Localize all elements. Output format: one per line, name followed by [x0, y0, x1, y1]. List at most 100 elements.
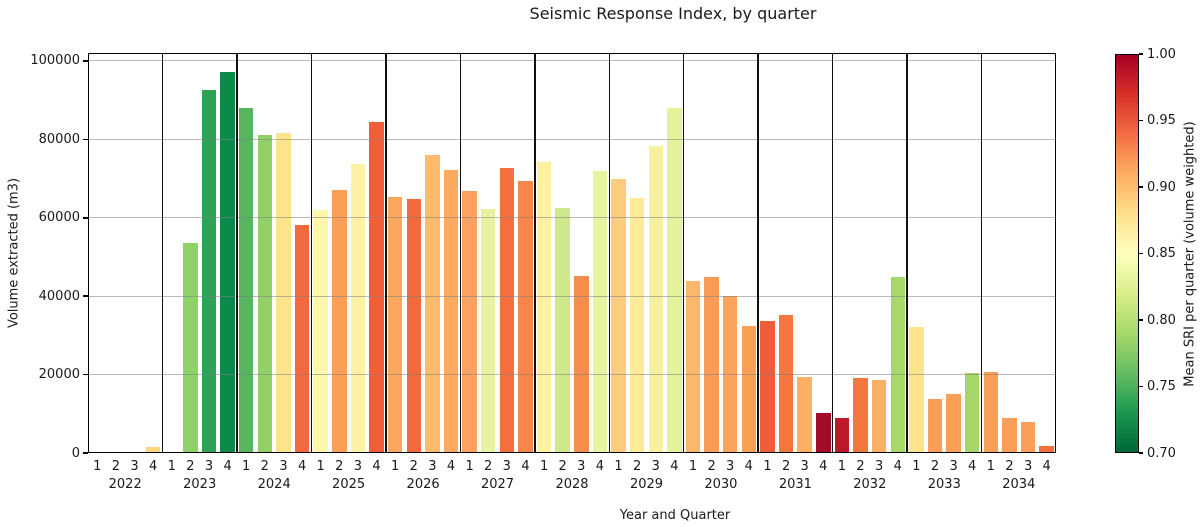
plot-area — [88, 53, 1056, 453]
x-tick-quarter-2029-q2: 2 — [633, 459, 642, 474]
bar-2025-q3 — [350, 163, 366, 453]
year-divider-2030 — [682, 53, 685, 453]
year-divider-2034 — [980, 53, 983, 453]
bar-2030-q2 — [704, 276, 719, 453]
year-divider-2032 — [831, 53, 834, 453]
bar-2032-q1 — [834, 417, 850, 453]
x-tick-quarter-2030-q1: 1 — [688, 459, 698, 474]
colorbar-tick-label-0.85: 0.85 — [1147, 246, 1176, 261]
x-tick-quarter-2022-q4: 4 — [149, 459, 158, 474]
y-tick-label-0: 0 — [71, 445, 80, 461]
x-tick-year-2030: 2030 — [704, 477, 738, 492]
bar-2030-q1 — [685, 280, 701, 453]
colorbar-label: Mean SRI per quarter (volume weighted) — [1182, 121, 1198, 387]
colorbar-tick-label-1.00: 1.00 — [1147, 46, 1176, 62]
year-divider-2029 — [608, 53, 610, 453]
y-tick-mark-60000 — [83, 217, 88, 219]
year-divider-2024 — [236, 53, 238, 453]
bar-2032-q3 — [871, 379, 887, 453]
x-tick-quarter-2023-q2: 2 — [186, 459, 195, 474]
x-axis-label: Year and Quarter — [619, 508, 731, 523]
year-divider-2031 — [757, 53, 759, 453]
year-divider-2033 — [906, 53, 908, 453]
gridline-20000 — [88, 374, 1056, 376]
colorbar-tick-mark-0.75 — [1139, 385, 1143, 388]
bar-2031-q2 — [778, 315, 794, 453]
y-tick-label-80000: 80000 — [38, 131, 80, 147]
x-tick-year-2023: 2023 — [183, 477, 217, 492]
x-tick-quarter-2032-q3: 3 — [875, 459, 884, 474]
y-tick-mark-20000 — [83, 373, 88, 376]
bar-2028-q2 — [555, 207, 570, 453]
bar-2033-q1 — [909, 326, 924, 453]
bar-2028-q3 — [574, 275, 589, 453]
x-tick-quarter-2026-q4: 4 — [446, 459, 456, 474]
gridline-80000 — [88, 138, 1056, 140]
y-tick-label-20000: 20000 — [38, 367, 80, 383]
x-tick-quarter-2027-q2: 2 — [484, 459, 493, 474]
bar-2029-q1 — [611, 178, 626, 453]
x-tick-quarter-2027-q1: 1 — [465, 459, 474, 474]
x-tick-quarter-2027-q3: 3 — [502, 459, 511, 474]
bar-2031-q3 — [797, 377, 812, 453]
x-tick-year-2026: 2026 — [406, 477, 440, 492]
bar-2034-q2 — [1002, 418, 1017, 453]
bar-2027-q4 — [518, 180, 533, 453]
x-tick-quarter-2030-q2: 2 — [707, 459, 716, 474]
gridline-100000 — [88, 60, 1056, 62]
bar-2034-q4 — [1039, 446, 1054, 453]
bar-2029-q2 — [629, 197, 645, 453]
bar-2034-q1 — [983, 372, 999, 453]
bar-2022-q4 — [145, 447, 161, 453]
x-tick-quarter-2031-q1: 1 — [763, 459, 772, 474]
x-tick-quarter-2033-q2: 2 — [930, 459, 940, 474]
x-tick-quarter-2028-q3: 3 — [577, 459, 586, 474]
gridline-40000 — [88, 295, 1056, 297]
year-divider-2025 — [310, 53, 313, 453]
colorbar-tick-mark-0.70 — [1139, 452, 1143, 454]
x-tick-quarter-2026-q2: 2 — [409, 459, 418, 474]
bar-2023-q2 — [183, 243, 198, 453]
bar-2025-q2 — [332, 190, 347, 453]
x-tick-quarter-2027-q4: 4 — [521, 459, 530, 474]
colorbar-tick-label-0.75: 0.75 — [1147, 379, 1176, 394]
x-tick-quarter-2032-q4: 4 — [893, 459, 902, 474]
x-tick-year-2028: 2028 — [555, 477, 589, 492]
x-tick-quarter-2034-q1: 1 — [986, 459, 995, 474]
x-tick-quarter-2022-q1: 1 — [93, 459, 102, 474]
year-divider-2027 — [459, 53, 462, 453]
x-tick-quarter-2034-q2: 2 — [1005, 459, 1014, 474]
x-tick-quarter-2023-q4: 4 — [223, 459, 232, 474]
bar-2026-q1 — [387, 197, 403, 453]
x-tick-quarter-2029-q3: 3 — [651, 459, 660, 474]
colorbar-tick-mark-1.00 — [1139, 53, 1143, 55]
bar-2031-q1 — [760, 320, 775, 453]
x-tick-quarter-2034-q4: 4 — [1042, 459, 1051, 474]
x-tick-quarter-2023-q3: 3 — [204, 459, 214, 474]
y-axis-label: Volume extracted (m3) — [6, 177, 22, 329]
x-tick-year-2034: 2034 — [1002, 477, 1036, 492]
colorbar-tick-mark-0.90 — [1139, 186, 1143, 188]
bar-2032-q4 — [890, 276, 906, 453]
colorbar-tick-label-0.95: 0.95 — [1147, 113, 1176, 128]
y-tick-mark-40000 — [83, 295, 88, 297]
x-tick-quarter-2026-q3: 3 — [428, 459, 437, 474]
x-tick-quarter-2023-q1: 1 — [167, 459, 176, 474]
x-tick-quarter-2033-q4: 4 — [968, 459, 977, 474]
bar-2024-q3 — [276, 133, 291, 453]
bar-2025-q4 — [369, 121, 384, 453]
x-tick-quarter-2030-q3: 3 — [726, 459, 735, 474]
x-tick-quarter-2029-q4: 4 — [670, 459, 679, 474]
x-tick-quarter-2025-q4: 4 — [372, 459, 381, 474]
x-tick-quarter-2028-q4: 4 — [595, 459, 605, 474]
colorbar-tick-label-0.80: 0.80 — [1147, 312, 1176, 328]
x-tick-quarter-2025-q3: 3 — [353, 459, 363, 474]
y-tick-mark-100000 — [83, 60, 88, 62]
colorbar-tick-mark-0.95 — [1139, 119, 1143, 122]
bar-2032-q2 — [853, 378, 868, 453]
x-tick-quarter-2031-q3: 3 — [800, 459, 809, 474]
x-tick-quarter-2022-q3: 3 — [130, 459, 139, 474]
colorbar-tick-mark-0.85 — [1139, 252, 1143, 255]
x-tick-quarter-2024-q2: 2 — [260, 459, 269, 474]
bar-2026-q4 — [443, 169, 459, 453]
